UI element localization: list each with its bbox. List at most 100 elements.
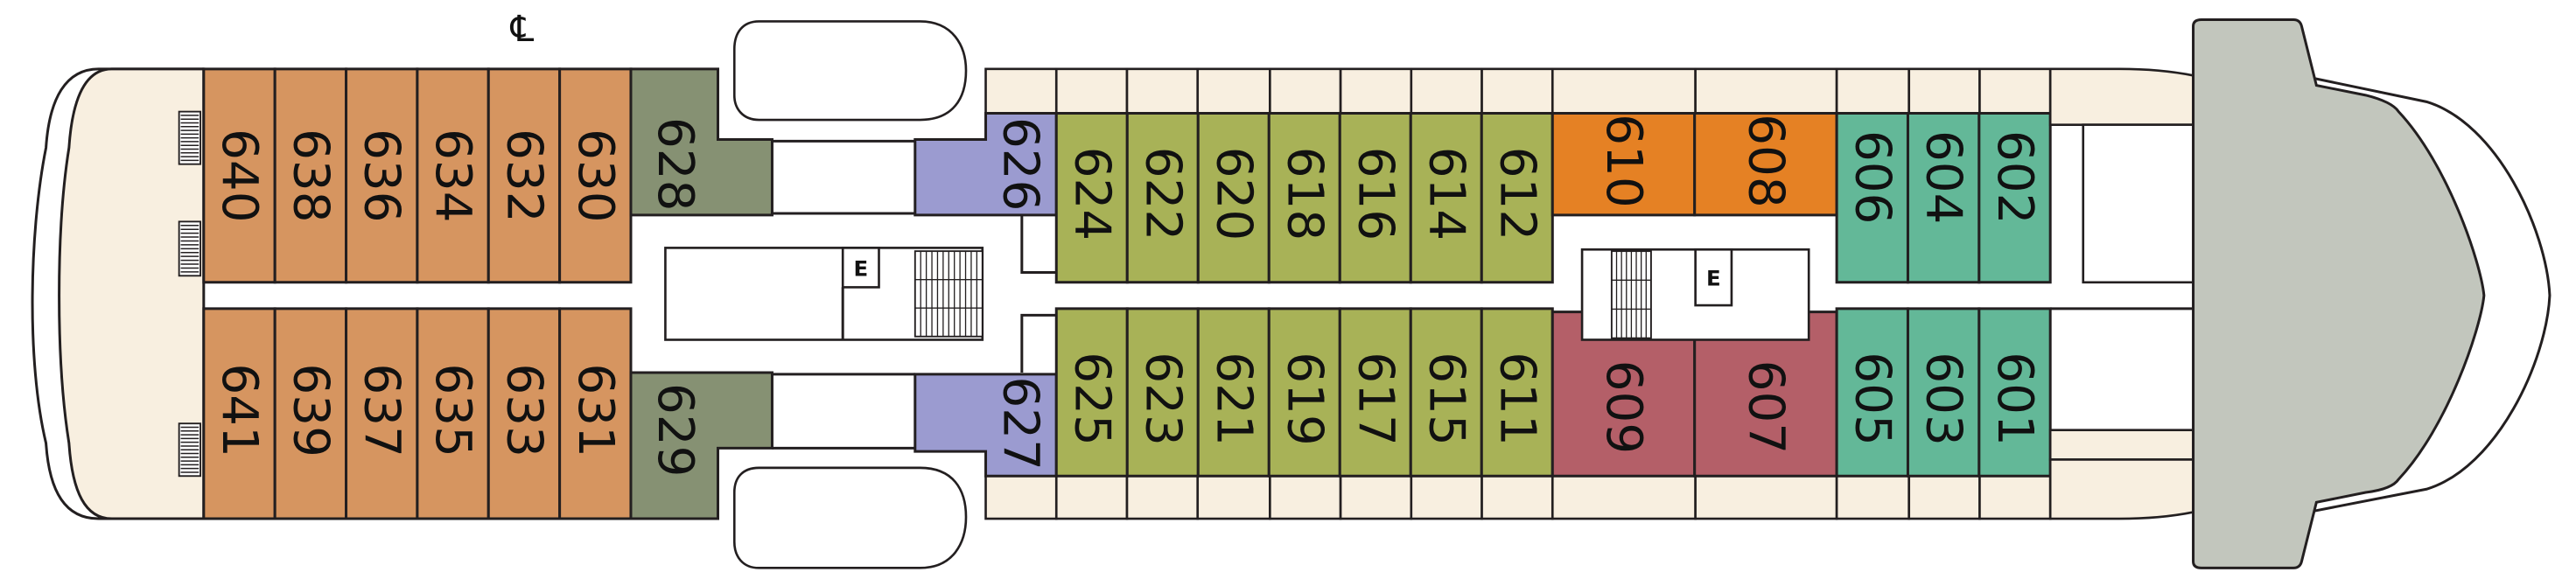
cabin-number: 637 <box>354 363 410 457</box>
elevator-label: E <box>853 255 868 281</box>
balcony-top <box>1694 67 1838 115</box>
balcony-top <box>1410 67 1483 115</box>
balcony-top <box>1550 67 1697 115</box>
balcony-bottom <box>1835 474 1911 520</box>
cabin-641[interactable]: 641 <box>202 307 276 520</box>
bow-hull-outer <box>2307 75 2552 514</box>
balcony-top <box>1835 67 1911 115</box>
balcony-bottom <box>1480 474 1554 520</box>
balcony-top <box>984 67 1058 115</box>
cabin-622[interactable]: 622 <box>1125 111 1200 284</box>
cabin-number: 627 <box>991 376 1048 470</box>
cabin-number: 638 <box>282 129 339 222</box>
cabin-number: 602 <box>1986 130 2043 224</box>
cabin-number: 616 <box>1347 147 1404 241</box>
cabin-603[interactable]: 603 <box>1906 307 1981 478</box>
cabin-number: 624 <box>1063 147 1120 241</box>
promenade-deck <box>984 67 2052 520</box>
balcony-top <box>1480 67 1554 115</box>
cabin-shape[interactable] <box>558 67 633 284</box>
cabin-629[interactable]: 629 <box>629 371 774 520</box>
balcony-top <box>1054 67 1129 115</box>
cabin-626[interactable]: 626 <box>914 111 1058 217</box>
cabin-shape[interactable] <box>1480 111 1554 284</box>
balcony-bottom <box>1410 474 1483 520</box>
cabin-634[interactable]: 634 <box>416 67 490 284</box>
staircase-icon <box>914 250 984 338</box>
cabin-618[interactable]: 618 <box>1267 111 1341 284</box>
centerline-symbol: ℄ <box>510 8 535 50</box>
balcony-top <box>1978 67 2052 115</box>
cabin-shape[interactable] <box>1978 111 2052 284</box>
cabin-632[interactable]: 632 <box>486 67 562 284</box>
cabin-612[interactable]: 612 <box>1480 111 1554 284</box>
cabin-number: 610 <box>1595 114 1652 207</box>
cabin-number: 629 <box>647 383 704 477</box>
cabin-640[interactable]: 640 <box>202 67 276 284</box>
cabin-620[interactable]: 620 <box>1196 111 1270 284</box>
fore-deck-bottom-a <box>2048 429 2194 461</box>
cabin-shape[interactable] <box>629 67 774 217</box>
balcony-bottom <box>1125 474 1200 520</box>
aft-stairs-icons <box>178 110 201 478</box>
cabin-610[interactable]: 610 <box>1550 111 1697 217</box>
cabin-number: 609 <box>1595 360 1652 454</box>
cabin-611[interactable]: 611 <box>1480 307 1554 478</box>
cabin-617[interactable]: 617 <box>1338 307 1412 478</box>
cabin-637[interactable]: 637 <box>345 307 419 520</box>
cabin-628[interactable]: 628 <box>629 67 774 217</box>
cabins: 640 638 636 634 632 630 641 639 637 635 633 631 628 6… <box>202 67 2052 520</box>
cabin-shape[interactable] <box>629 371 774 520</box>
fore-elevator-core: E <box>1580 248 1810 341</box>
cabin-number: 641 <box>211 363 268 457</box>
elevator-box <box>1694 248 1733 307</box>
cabin-606[interactable]: 606 <box>1835 111 1909 284</box>
aft-deck <box>58 67 206 520</box>
cabin-630[interactable]: 630 <box>558 67 633 284</box>
tender-boat-bottom <box>732 466 968 569</box>
cabin-604[interactable]: 604 <box>1906 111 1981 284</box>
cabin-638[interactable]: 638 <box>273 67 348 284</box>
cabin-639[interactable]: 639 <box>273 307 348 520</box>
cabin-601[interactable]: 601 <box>1978 307 2052 478</box>
elevator-box <box>841 247 880 289</box>
balcony-bottom <box>984 474 1058 520</box>
cabin-623[interactable]: 623 <box>1125 307 1200 478</box>
aft-hull-outer <box>31 67 204 520</box>
cabin-627[interactable]: 627 <box>914 373 1058 478</box>
cabin-number: 621 <box>1205 352 1262 445</box>
cabin-616[interactable]: 616 <box>1338 111 1412 284</box>
cabin-631[interactable]: 631 <box>558 307 633 520</box>
balcony-top <box>1339 67 1413 115</box>
cabin-number: 601 <box>1986 352 2043 445</box>
bridge <box>2192 18 2486 569</box>
cabin-number: 604 <box>1915 130 1972 224</box>
balcony-bottom <box>1269 474 1342 520</box>
balcony-top <box>1908 67 1981 115</box>
balcony-bottom <box>1339 474 1413 520</box>
cabin-619[interactable]: 619 <box>1267 307 1341 478</box>
cabin-614[interactable]: 614 <box>1409 111 1483 284</box>
cabin-635[interactable]: 635 <box>416 307 490 520</box>
cabin-number: 634 <box>424 129 481 222</box>
cabin-624[interactable]: 624 <box>1054 111 1129 284</box>
cabin-615[interactable]: 615 <box>1409 307 1483 478</box>
cabin-number: 603 <box>1915 352 1972 445</box>
cabin-number: 640 <box>211 129 268 222</box>
tender-boat-top <box>732 20 968 122</box>
cabin-602[interactable]: 602 <box>1978 111 2052 284</box>
cabin-625[interactable]: 625 <box>1054 307 1129 478</box>
balcony-top <box>1196 67 1271 115</box>
cabin-605[interactable]: 605 <box>1835 307 1909 478</box>
fore-room-top <box>2082 123 2194 284</box>
cabin-621[interactable]: 621 <box>1196 307 1270 478</box>
cabin-608[interactable]: 608 <box>1693 111 1838 217</box>
aft-elevator-core: E <box>664 247 984 341</box>
cabin-607[interactable]: 607 <box>1693 310 1838 478</box>
cabin-number: 620 <box>1205 147 1262 241</box>
cabin-633[interactable]: 633 <box>486 307 562 520</box>
cabin-number: 631 <box>567 363 624 457</box>
cabin-636[interactable]: 636 <box>345 67 419 284</box>
cabin-number: 611 <box>1488 352 1545 445</box>
balcony-bottom <box>1978 474 2052 520</box>
